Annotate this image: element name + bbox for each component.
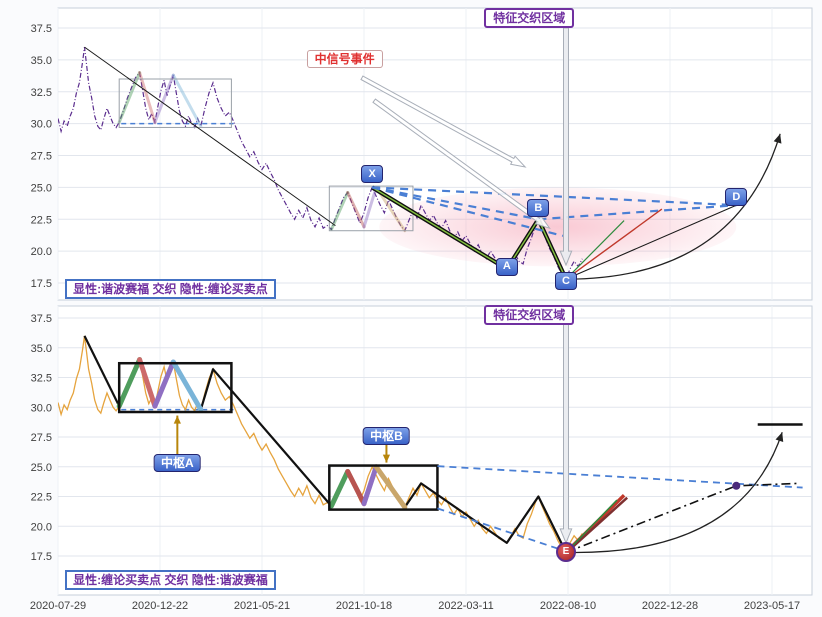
- y-tick-label: 17.5: [31, 551, 52, 563]
- y-tick-label: 27.5: [31, 151, 52, 163]
- harmonic-xabc-core: [371, 186, 567, 280]
- chan-stroke-faded: [362, 185, 378, 229]
- x-tick-label: 2022-03-11: [438, 600, 493, 612]
- chan-segment-black: [83, 335, 121, 407]
- pivot-rect-faded: [118, 78, 232, 128]
- y-tick-label: 35.0: [31, 343, 52, 355]
- chan-stroke-faded: [346, 191, 366, 229]
- y-tick-label: 32.5: [31, 87, 52, 99]
- down-trendline: [84, 46, 336, 227]
- target-dot: [732, 481, 741, 490]
- chan-stroke: [373, 464, 408, 510]
- x-tick-label: 2022-12-28: [642, 600, 698, 612]
- y-tick-label: 30.0: [31, 402, 52, 414]
- hidden-harmonic-dashed: [437, 465, 803, 489]
- arrowhead: [173, 415, 181, 424]
- bottom-panel-content: [58, 321, 803, 554]
- x-tick-label: 2020-07-29: [30, 600, 86, 612]
- x-tick-label: 2022-08-10: [540, 600, 596, 612]
- outline-arrow: [559, 321, 573, 545]
- y-tick-label: 32.5: [31, 373, 52, 385]
- chan-stroke-faded: [329, 191, 350, 231]
- maroon-projection-line: [567, 496, 628, 553]
- chan-stroke: [116, 357, 143, 409]
- projection-dashdot-line: [565, 482, 798, 554]
- x-tick-label: 2021-05-21: [234, 600, 290, 612]
- outline-arrow: [360, 75, 527, 168]
- y-tick-label: 27.5: [31, 432, 52, 444]
- y-tick-label: 20.0: [31, 521, 52, 533]
- chan-stroke: [345, 469, 367, 507]
- chan-stroke-faded: [138, 71, 157, 124]
- y-tick-label: 35.0: [31, 55, 52, 67]
- pivot-rect-b: [328, 464, 439, 511]
- y-tick-label: 25.0: [31, 182, 52, 194]
- chan-segment-black: [403, 482, 567, 553]
- y-tick-label: 37.5: [31, 313, 52, 325]
- top-panel-content: [58, 27, 782, 281]
- harmonic-ratio-dashed: [371, 186, 564, 237]
- y-tick-label: 22.5: [31, 214, 52, 226]
- y-tick-label: 37.5: [31, 23, 52, 35]
- x-tick-label: 2023-05-17: [744, 600, 800, 612]
- x-tick-label: 2021-10-18: [336, 600, 392, 612]
- outline-arrow: [372, 98, 551, 230]
- chan-segment-black: [199, 368, 333, 507]
- top-panel-frame: [57, 7, 813, 301]
- y-tick-label: 25.0: [31, 462, 52, 474]
- price-line-top: [58, 47, 583, 281]
- y-tick-label: 17.5: [31, 278, 52, 290]
- bottom-panel-frame: [57, 305, 813, 596]
- chan-stroke: [137, 357, 158, 409]
- x-tick-label: 2020-12-22: [132, 600, 188, 612]
- y-tick-label: 22.5: [31, 492, 52, 504]
- pivot-rect-faded: [328, 185, 414, 232]
- y-tick-label: 20.0: [31, 246, 52, 258]
- arrowhead: [382, 454, 391, 463]
- projection-curve-arrow: [565, 432, 783, 554]
- cd-projection-line: [565, 204, 737, 280]
- chan-stroke: [328, 469, 351, 509]
- chan-stroke: [152, 359, 176, 409]
- red-projection-line: [565, 208, 663, 280]
- harmonic-ratio-dashed: [371, 186, 539, 221]
- harmonic-ratio-dashed: [538, 204, 737, 221]
- pivot-rect-a: [117, 361, 233, 414]
- harmonic-ratio-dashed: [372, 186, 737, 207]
- projection-curve-arrow: [565, 133, 781, 280]
- chan-stroke-faded: [117, 71, 142, 124]
- y-tick-label: 30.0: [31, 119, 52, 131]
- green-projection-line: [565, 220, 625, 280]
- arrowhead: [773, 133, 782, 144]
- chan-stroke: [170, 359, 204, 413]
- outline-arrow: [559, 27, 573, 267]
- arrowhead: [775, 432, 784, 443]
- chan-stroke: [361, 464, 379, 507]
- chan-stroke-faded: [153, 73, 175, 124]
- hidden-harmonic-dashed: [437, 507, 565, 552]
- chan-stroke-faded: [171, 73, 203, 128]
